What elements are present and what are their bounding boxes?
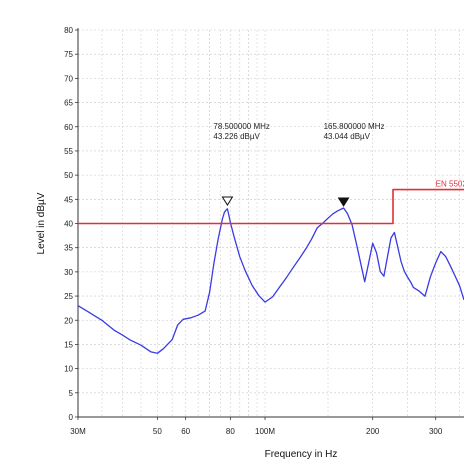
y-tick-label: 35 [64,244,73,253]
y-tick-label: 60 [64,123,73,132]
y-tick-label: 30 [64,268,73,277]
y-tick-label: 0 [69,413,74,422]
x-axis-title: Frequency in Hz [265,449,338,460]
x-tick-label: 60 [181,427,190,436]
y-tick-label: 75 [64,50,73,59]
y-tick-labels: 0 5 10 15 20 25 30 35 40 45 50 55 60 65 70 75 80 [64,26,73,422]
y-tick-label: 55 [64,147,73,156]
y-tick-label: 20 [64,316,73,325]
series: EN 55022 [77,180,464,354]
x-tick-label: 80 [226,427,235,436]
limit-line-label: EN 55022 [436,180,464,189]
x-tick-label: 200 [366,427,380,436]
x-tick-label: 100M [255,427,275,436]
axes [75,28,464,420]
y-tick-label: 45 [64,195,73,204]
y-tick-label: 10 [64,365,73,374]
y-axis-title: Level in dBµV [36,192,47,254]
x-tick-label: 300 [429,427,443,436]
y-tick-label: 50 [64,171,73,180]
marker-triangle [221,196,234,206]
x-tick-label: 30M [70,427,86,436]
marker-triangle [337,197,350,207]
marker-level-label: 43.226 dBµV [213,132,260,141]
marker-frequency-label: 78.500000 MHz [213,122,269,131]
y-tick-label: 25 [64,292,73,301]
y-tick-label: 15 [64,340,73,349]
measurement-trace [77,207,464,354]
marker-level-label: 43.044 dBµV [324,132,371,141]
y-tick-label: 70 [64,74,73,83]
x-tick-labels: 30M 50 60 80 100M 200 300 [70,427,443,436]
y-tick-label: 65 [64,99,73,108]
y-tick-label: 80 [64,26,73,35]
marker-frequency-label: 165.800000 MHz [324,122,385,131]
y-tick-label: 5 [69,389,74,398]
limit-line [78,188,464,225]
x-tick-label: 50 [153,427,162,436]
y-tick-label: 40 [64,220,73,229]
